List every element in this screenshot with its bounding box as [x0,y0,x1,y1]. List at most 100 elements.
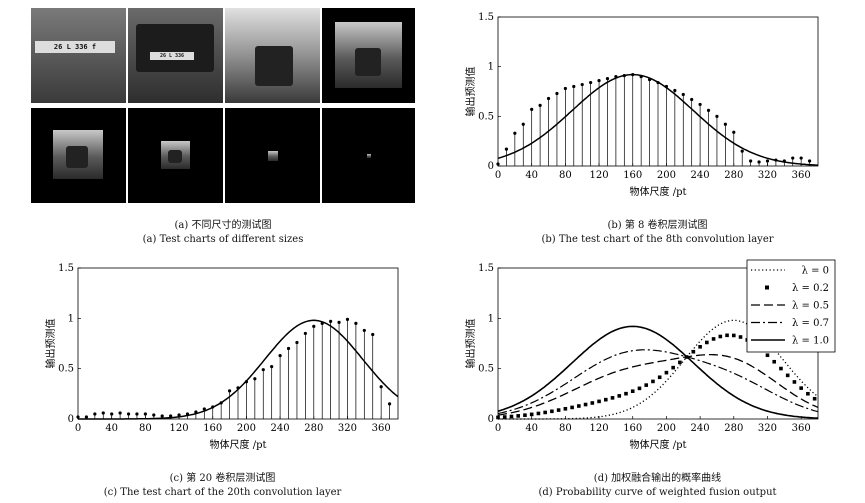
thumb-padded-2 [31,108,126,203]
stem-marker [555,91,559,96]
series-line-lambda-0 [498,319,819,420]
series-marker-lambda-0.2 [509,414,514,419]
series-marker-lambda-0.2 [597,399,601,404]
stem-marker [135,412,139,416]
series-marker-lambda-0.2 [536,411,541,416]
x-tick-label: 80 [559,170,572,181]
x-tick-label: 40 [105,423,118,434]
series-marker-lambda-0.2 [637,386,642,391]
series-marker-lambda-0.2 [570,405,574,410]
stem-marker [807,159,812,163]
y-tick-label: 1 [488,313,494,324]
series-marker-lambda-0.2 [603,397,608,402]
series-marker-lambda-0.2 [785,373,790,378]
stem-marker [169,414,173,418]
y-tick-label: 0.5 [478,364,494,375]
caption-b-en: (b) The test chart of the 8th convolutio… [541,234,774,245]
stem-marker [681,92,685,97]
y-tick-label: 1 [68,313,74,324]
x-tick-label: 40 [525,423,538,434]
stem-marker [202,407,206,411]
x-tick-label: 120 [590,170,609,181]
stem-marker [504,147,509,151]
series-marker-lambda-0.2 [731,333,736,338]
stem-marker [270,365,274,369]
stem-marker [362,328,366,333]
y-tick-label: 1.5 [478,263,494,274]
thumb-padded-4 [225,108,320,203]
series-marker-lambda-0.2 [664,370,669,375]
x-tick-label: 280 [724,423,743,434]
stem-marker [757,160,761,164]
x-axis-label: 物体尺度 /pt [210,438,267,451]
series-marker-lambda-0.2 [496,415,500,420]
stem-marker [538,103,542,108]
x-tick-label: 320 [338,423,357,434]
stem-marker [110,412,114,416]
series-marker-lambda-0.2 [644,383,649,387]
x-tick-label: 280 [304,423,323,434]
legend-label: λ = 0 [802,266,829,277]
thumb-padded-1 [322,8,415,103]
series-marker-lambda-0.2 [583,402,588,407]
stem-marker [345,317,350,321]
thumb-full-size-3 [225,8,320,103]
series-line-lambda-0.5 [497,353,819,416]
stem-marker [278,353,282,358]
x-tick-label: 120 [590,423,609,434]
stem-marker [521,122,525,126]
series-marker-lambda-0.2 [792,380,797,384]
x-tick-label: 320 [758,423,777,434]
stem-marker [698,102,702,107]
caption-a-cn: (a) 不同尺寸的测试图 [174,220,272,231]
x-tick-label: 160 [623,170,642,181]
stem-marker [791,156,795,160]
series-marker-lambda-0.2 [711,337,716,341]
stem-marker [312,324,316,328]
stem-marker [496,162,500,166]
caption-d-en: (d) Probability curve of weighted fusion… [538,487,777,498]
y-tick-label: 0.5 [58,364,74,375]
x-tick-label: 0 [75,423,81,434]
stem-marker [765,159,770,163]
stem-marker [723,122,727,126]
legend-label: λ = 1.0 [792,336,829,347]
stem-marker [286,346,291,351]
stem-marker [749,159,753,163]
stem-marker [303,331,307,336]
stem-marker [673,88,677,93]
y-axis-label: 输出预测值 [464,319,477,369]
stem-marker [589,80,593,85]
series-marker-lambda-0.2 [624,391,628,396]
chart-d: 0 40 80 120 160 200 240 280 320 360 0 0.5 1 1.5 物体尺度 /… [464,259,836,451]
stem-marker [177,413,181,417]
stem-marker [740,149,744,153]
y-tick-label: 1.5 [478,12,494,23]
stem-marker [126,412,131,416]
stem-marker [530,107,534,111]
panel-a-thumbnails: 26 L 336 f 26 L 336 [31,8,415,203]
stem-marker [329,319,333,323]
thumb-padded-5 [322,108,415,203]
stem-marker [715,114,719,118]
legend-label: λ = 0.2 [792,283,829,294]
stem-marker [605,76,610,81]
x-tick-label: 360 [792,423,811,434]
stem-marker [261,368,265,372]
stem-marker [84,415,89,419]
caption-b-cn: (b) 第 8 卷积层测试图 [607,220,708,231]
stem-marker [118,411,122,415]
y-tick-label: 1.5 [58,263,74,274]
stem-marker [76,415,80,419]
caption-a-en: (a) Test charts of different sizes [142,234,304,245]
thumb-full-size-1: 26 L 336 f [31,8,126,103]
legend-marker [765,285,769,290]
legend-label: λ = 0.7 [792,318,829,329]
series-marker-lambda-0.2 [502,415,507,419]
stem-marker [513,131,517,135]
stem-marker [799,156,803,160]
series-line-lambda-0.7 [497,349,819,415]
stem-marker [253,377,257,381]
x-tick-label: 0 [495,170,501,181]
series-marker-lambda-0.2 [772,359,777,364]
